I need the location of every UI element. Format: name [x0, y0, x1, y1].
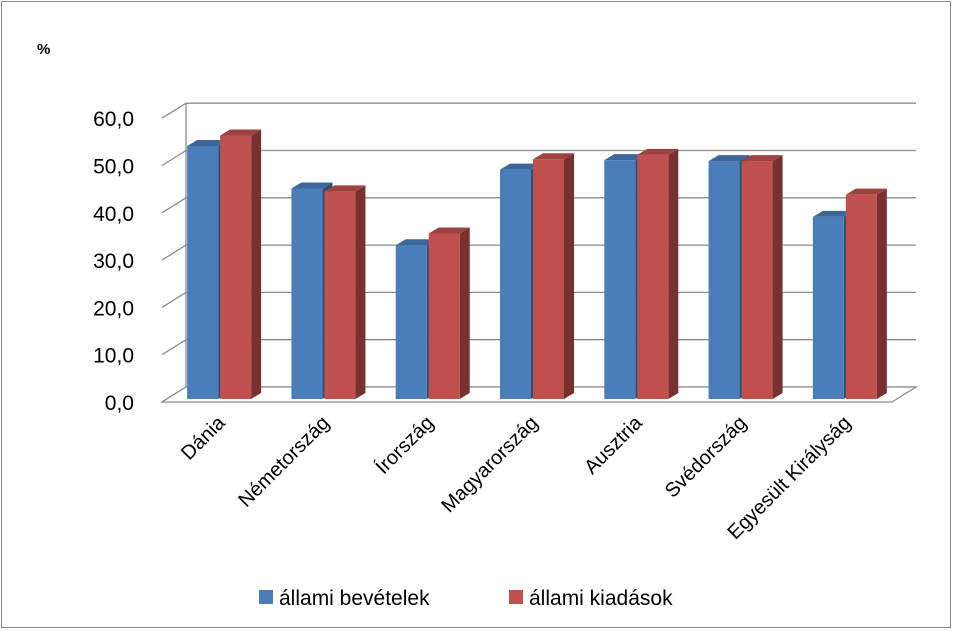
y-axis-ticks: 0,0 10,0 20,0 30,0 40,0 50,0 60,0 — [93, 108, 134, 415]
category-label: Dánia — [177, 411, 230, 464]
bar-series2-6 — [741, 155, 783, 399]
category-label: Németország — [234, 412, 334, 512]
y-tick-label: 30,0 — [93, 250, 134, 273]
bar-series2-1 — [220, 129, 262, 399]
legend-label: állami bevételek — [279, 587, 430, 610]
gridline-connector — [161, 339, 187, 356]
y-tick-label: 50,0 — [93, 156, 134, 179]
bar-series2-5 — [637, 148, 679, 399]
category-label: Magyarország — [437, 412, 542, 517]
gridline-connector — [161, 102, 187, 119]
legend-swatch — [509, 590, 523, 604]
y-tick-label: 20,0 — [93, 297, 134, 320]
y-tick-label: 60,0 — [93, 108, 134, 131]
category-labels: Dánia Németország Írország Magyarország Ausz… — [177, 411, 855, 544]
y-axis-unit-label: % — [37, 41, 50, 58]
bars — [187, 129, 887, 399]
gridline-connector — [161, 244, 187, 261]
y-tick-label: 0,0 — [105, 392, 134, 415]
bar-series2-3 — [428, 227, 470, 399]
bar-series2-2 — [324, 185, 366, 399]
gridline-connector — [161, 197, 187, 214]
gridline-connector — [161, 291, 187, 308]
legend: állami bevételek állami kiadások — [259, 587, 673, 610]
gridline-connector — [161, 149, 187, 167]
legend-label: állami kiadások — [529, 587, 673, 610]
y-tick-label: 40,0 — [93, 203, 134, 226]
legend-swatch — [259, 590, 273, 604]
bar-series2-4 — [533, 153, 574, 399]
y-tick-label: 10,0 — [93, 345, 134, 368]
category-label: Svédország — [661, 412, 751, 502]
bar-series2-7 — [845, 188, 887, 399]
category-label: Ausztria — [580, 411, 647, 478]
category-label: Írország — [371, 411, 438, 478]
